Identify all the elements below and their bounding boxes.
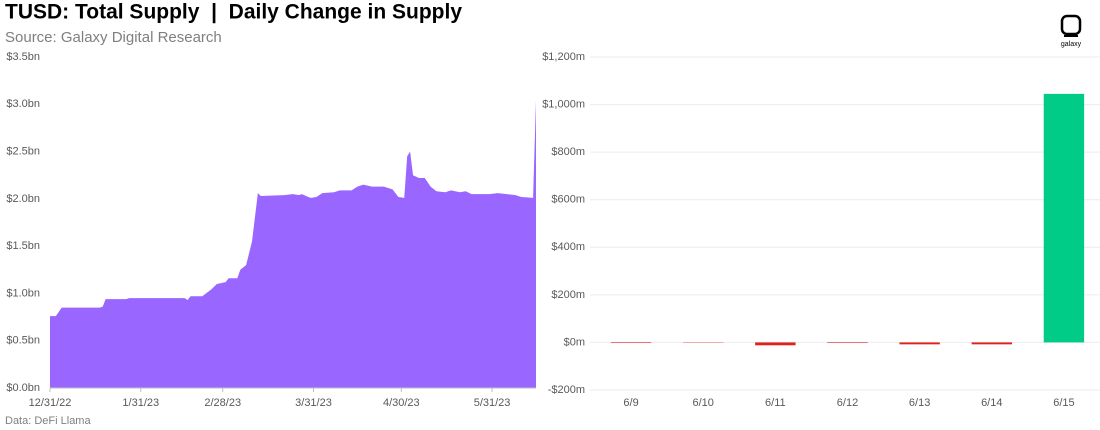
bar xyxy=(610,342,652,344)
x-tick-label: 6/13 xyxy=(909,397,930,409)
y-tick-label: $3.0bn xyxy=(6,98,40,110)
y-tick-label: $3.5bn xyxy=(6,51,40,63)
y-tick-label: $200m xyxy=(551,289,585,301)
area xyxy=(50,100,536,388)
x-tick-label: 4/30/23 xyxy=(383,397,420,409)
x-tick-label: 6/14 xyxy=(981,397,1002,409)
y-tick-label: $0.0bn xyxy=(6,382,40,394)
bar xyxy=(971,342,1012,345)
y-tick-label: $1,200m xyxy=(542,51,585,63)
x-tick-label: 6/15 xyxy=(1053,397,1074,409)
logo-icon xyxy=(1060,14,1082,36)
y-tick-label: $0.5bn xyxy=(6,335,40,347)
y-tick-label: $2.0bn xyxy=(6,193,40,205)
y-tick-label: $0m xyxy=(564,336,585,348)
y-tick-label: $2.5bn xyxy=(6,145,40,157)
bar xyxy=(755,342,796,346)
x-tick-label: 6/11 xyxy=(765,397,786,409)
y-tick-label: $400m xyxy=(551,241,585,253)
x-tick-label: 12/31/22 xyxy=(29,397,72,409)
bar xyxy=(683,342,724,344)
x-tick-label: 2/28/23 xyxy=(204,397,241,409)
y-tick-label: $1.0bn xyxy=(6,287,40,299)
y-tick-label: $1.5bn xyxy=(6,240,40,252)
x-tick-label: 3/31/23 xyxy=(295,397,332,409)
x-tick-label: 6/9 xyxy=(623,397,638,409)
bar xyxy=(1043,93,1085,343)
footer: Data: DeFi Llama xyxy=(5,415,91,427)
bar xyxy=(827,342,868,344)
x-tick-label: 1/31/23 xyxy=(122,397,159,409)
x-tick-label: 5/31/23 xyxy=(474,397,511,409)
source: Source: Galaxy Digital Research xyxy=(5,29,222,46)
chart-title: TUSD: Total Supply | Daily Change in Sup… xyxy=(5,1,462,24)
x-tick-label: 6/12 xyxy=(837,397,858,409)
y-tick-label: $600m xyxy=(551,194,585,206)
y-tick-label: -$200m xyxy=(548,384,585,396)
logo-text: galaxy xyxy=(1061,41,1082,48)
x-tick-label: 6/10 xyxy=(693,397,714,409)
bar xyxy=(899,342,940,345)
y-tick-label: $800m xyxy=(551,146,585,158)
y-tick-label: $1,000m xyxy=(542,98,585,110)
